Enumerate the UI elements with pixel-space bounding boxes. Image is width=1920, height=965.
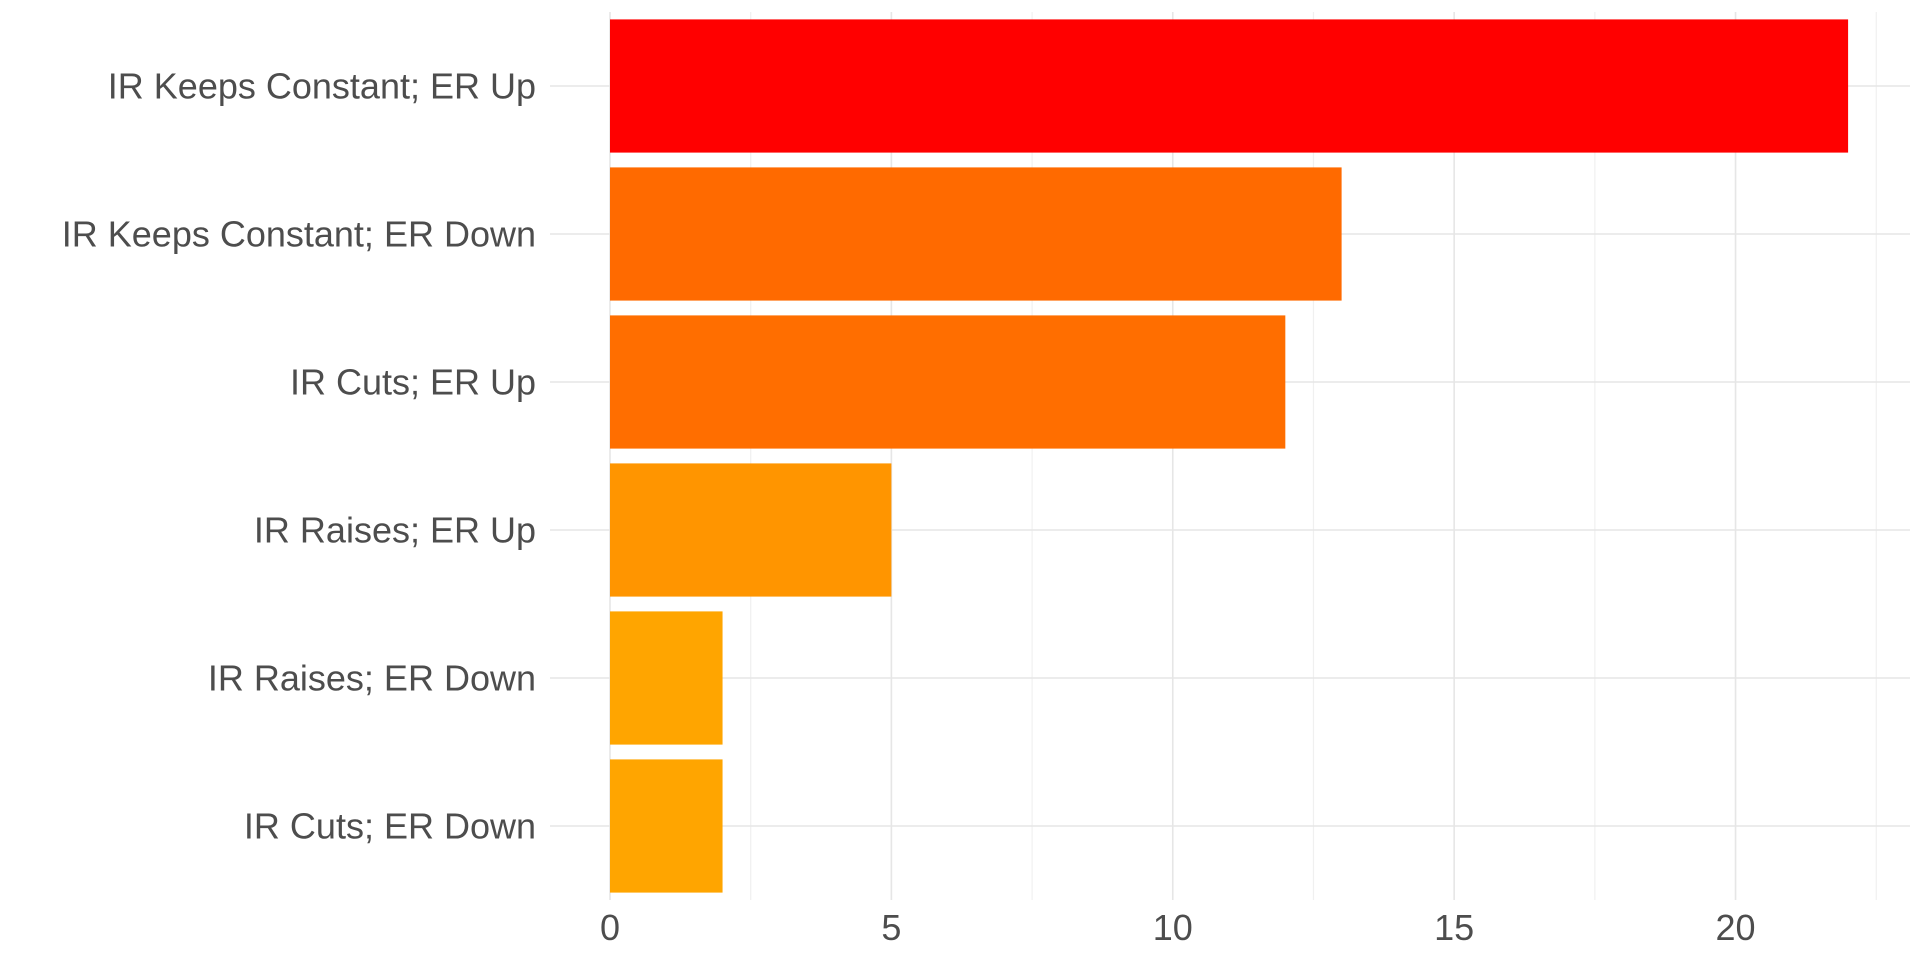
y-tick-label: IR Raises; ER Up	[254, 510, 536, 551]
y-tick-label: IR Keeps Constant; ER Down	[62, 214, 536, 255]
x-axis-labels: 0 5 10 15 20	[600, 907, 1756, 948]
y-tick-label: IR Cuts; ER Down	[244, 806, 536, 847]
bars	[610, 19, 1849, 893]
x-tick-label: 0	[600, 907, 620, 948]
y-tick-label: IR Raises; ER Down	[208, 658, 536, 699]
y-tick-label: IR Cuts; ER Up	[290, 362, 536, 403]
bar	[610, 19, 1849, 153]
bar	[610, 463, 892, 597]
bar	[610, 315, 1286, 449]
y-tick-label: IR Keeps Constant; ER Up	[108, 66, 536, 107]
bar	[610, 759, 723, 893]
bar	[610, 611, 723, 745]
y-axis-labels: IR Keeps Constant; ER Up IR Keeps Constan…	[62, 66, 536, 847]
bar	[610, 167, 1342, 301]
x-tick-label: 10	[1153, 907, 1193, 948]
x-tick-label: 5	[881, 907, 901, 948]
x-tick-label: 15	[1434, 907, 1474, 948]
x-tick-label: 20	[1716, 907, 1756, 948]
